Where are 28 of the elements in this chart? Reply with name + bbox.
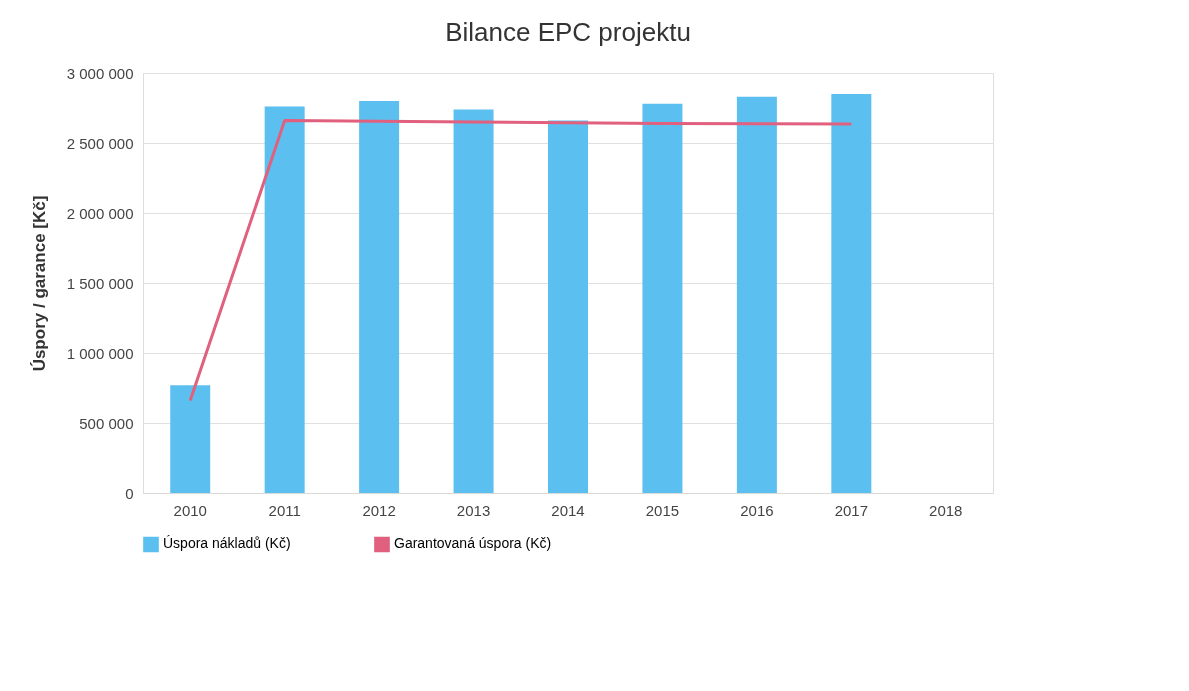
bar [453, 109, 494, 493]
y-tick-label: 3 000 000 [66, 64, 134, 82]
bar [736, 96, 777, 493]
x-tick-label: 2010 [173, 501, 207, 519]
y-tick-label: 1 500 000 [66, 274, 134, 292]
x-tick-label: 2014 [551, 501, 585, 519]
x-tick-label: 2013 [456, 501, 491, 519]
x-tick-label: 2015 [645, 501, 680, 519]
chart-title: Bilance EPC projektu [445, 17, 691, 47]
y-tick-label: 2 500 000 [66, 134, 134, 152]
line-series [188, 119, 853, 403]
x-tick-label: 2012 [362, 501, 396, 519]
y-tick-label: 500 000 [79, 414, 134, 432]
y-tick-label: 1 000 000 [66, 344, 134, 362]
x-tick-label: 2018 [929, 501, 963, 519]
x-tick-label: 2017 [834, 501, 869, 519]
y-axis-title: Úspory / garance [Kč] [29, 195, 49, 372]
bar [831, 94, 872, 493]
bar [170, 385, 211, 493]
bar [359, 101, 400, 493]
y-tick-label: 0 [125, 484, 134, 502]
x-tick-label: 2016 [740, 501, 774, 519]
legend-label: Úspora nákladů (Kč) [163, 535, 291, 552]
legend-label: Garantovaná úspora (Kč) [394, 535, 552, 552]
y-tick-label: 2 000 000 [66, 204, 134, 222]
bar [264, 106, 305, 493]
x-tick-label: 2011 [268, 501, 301, 519]
bar [642, 103, 683, 493]
